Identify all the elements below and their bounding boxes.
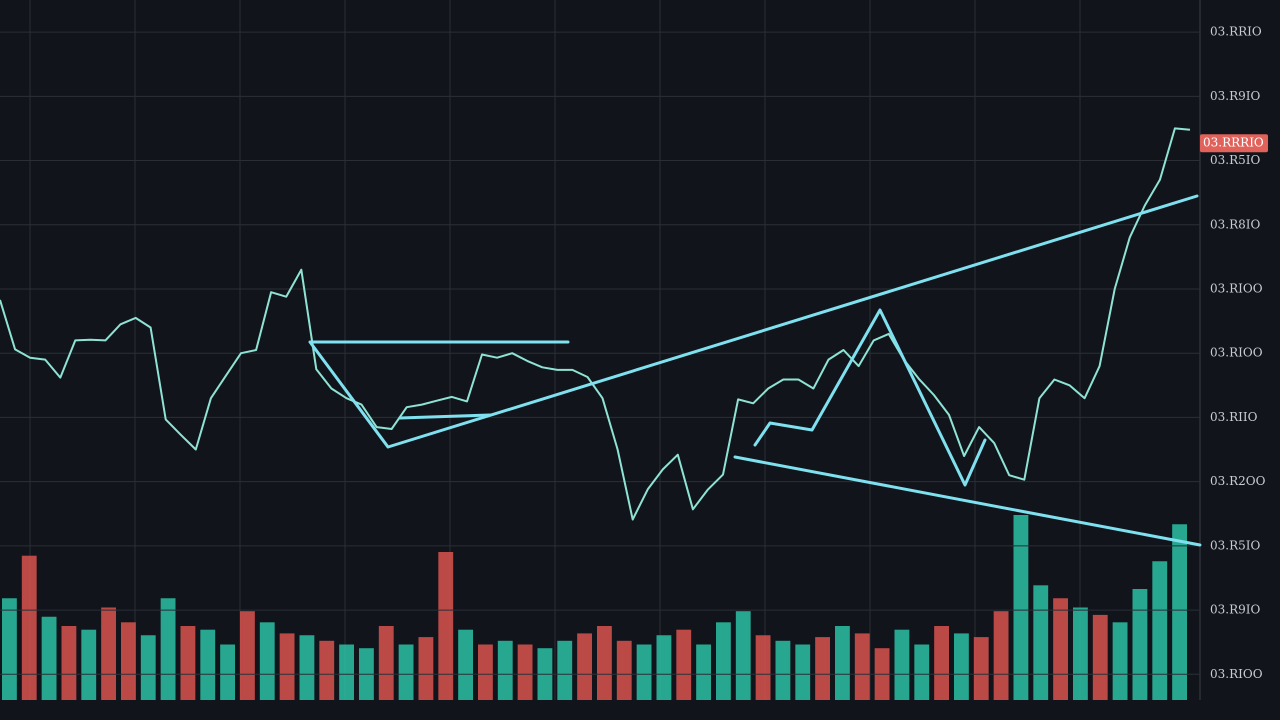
volume-bar: [378, 626, 394, 700]
y-tick-label: 03.RIIO: [1210, 410, 1258, 424]
volume-bar: [835, 626, 850, 700]
volume-bar: [517, 644, 533, 700]
volume-bar: [160, 598, 176, 700]
volume-bar: [140, 635, 156, 700]
volume-bar: [81, 629, 97, 700]
y-tick-label: 03.R9IO: [1210, 603, 1260, 617]
volume-bar: [240, 611, 255, 700]
volume-bar: [716, 622, 731, 700]
volume-bar: [1112, 622, 1128, 700]
volume-bar: [1033, 585, 1049, 700]
volume-bar: [696, 644, 711, 700]
volume-bar: [458, 629, 473, 700]
volume-bar: [616, 640, 632, 700]
volume-bar: [2, 598, 17, 700]
volume-bar: [973, 637, 989, 700]
y-tick-label: 03.RRIO: [1210, 25, 1262, 39]
volume-bar: [954, 633, 969, 700]
plot: 03.RRIO 03.R9IO 03.R5IO 03.R8IO 03.RIOO 03.RI…: [0, 25, 1268, 700]
volume-bar: [220, 644, 235, 700]
volume-bar: [597, 626, 612, 700]
volume-bar: [1073, 607, 1088, 700]
volume-bar: [438, 552, 454, 700]
y-tick-label: 03.R2OO: [1210, 474, 1266, 488]
volume-bar: [319, 640, 335, 700]
volume-bar: [815, 637, 830, 700]
volume-bar: [775, 640, 791, 700]
volume-bar: [993, 611, 1009, 700]
vertical-grid: [29, 0, 1081, 700]
volume-bar: [1132, 589, 1148, 700]
y-tick-label: 03.R9IO: [1210, 89, 1260, 103]
volume-bar: [259, 622, 275, 700]
volume-bar: [1013, 515, 1029, 700]
trend-lines: [308, 194, 1202, 547]
price-line: [0, 127, 1191, 521]
volume-bar: [1172, 524, 1187, 700]
volume-bar: [101, 607, 116, 700]
volume-bar: [121, 622, 136, 700]
volume-bar: [299, 635, 315, 700]
volume-bar: [41, 616, 57, 700]
volume-bar: [1152, 561, 1168, 700]
volume-bar: [795, 644, 811, 700]
price-tag: [1200, 134, 1268, 153]
volume-bar: [497, 640, 513, 700]
volume-bar: [934, 626, 949, 700]
volume-bar: [557, 640, 573, 700]
volume-bar: [339, 644, 354, 700]
volume-bar: [755, 635, 771, 700]
price-tag-label: 03.RRRIO: [1203, 136, 1264, 150]
volume-bar: [279, 633, 295, 700]
volume-bar: [894, 629, 910, 700]
volume-bar: [914, 644, 930, 700]
volume-bar: [735, 611, 751, 700]
y-tick-label: 03.RIOO: [1210, 281, 1263, 295]
volume-bar: [854, 633, 870, 700]
y-tick-label: 03.R5IO: [1210, 538, 1260, 552]
volume-bar: [636, 644, 652, 700]
y-tick-label: 03.RIOO: [1210, 667, 1263, 681]
volume-bar: [398, 644, 414, 700]
volume-bar: [656, 635, 672, 700]
volume-bar: [418, 637, 434, 700]
volume-bar: [180, 626, 196, 700]
y-tick-label: 03.R8IO: [1210, 217, 1260, 231]
volume-bar: [676, 629, 692, 700]
volume-bar: [577, 633, 592, 700]
volume-bar: [61, 626, 77, 700]
volume-bar: [1053, 598, 1068, 700]
volume-bar: [478, 644, 493, 700]
y-tick-label: 03.R5IO: [1210, 153, 1260, 167]
y-tick-label: 03.RIOO: [1210, 346, 1263, 360]
volume-bar: [21, 555, 37, 700]
volume-bar: [200, 629, 216, 700]
volume-bar: [1092, 614, 1108, 700]
